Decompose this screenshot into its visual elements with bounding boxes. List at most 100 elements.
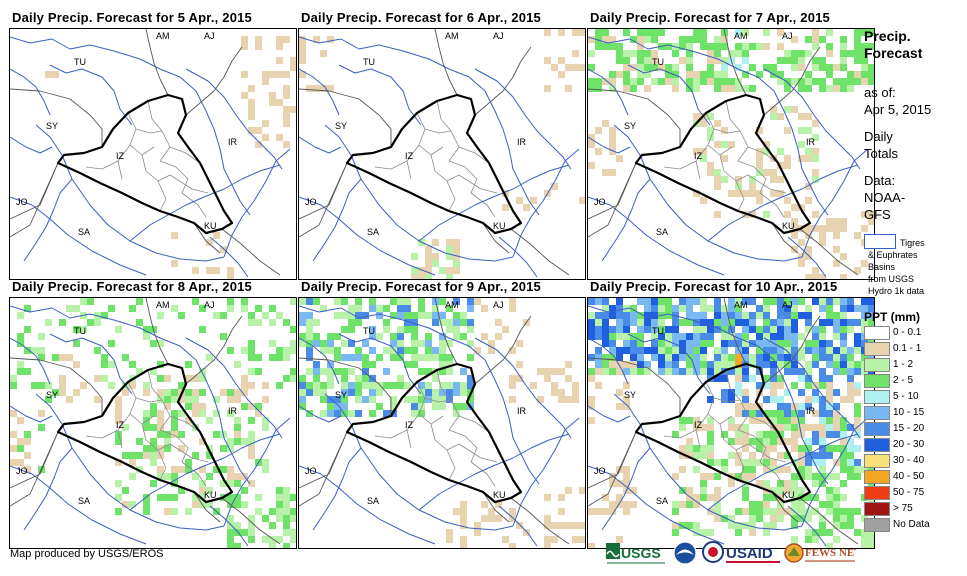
precip-cell (819, 239, 826, 246)
precip-cell (355, 382, 362, 389)
precip-cell (854, 473, 861, 480)
precip-cell (602, 361, 609, 368)
precip-cell (840, 417, 847, 424)
precip-cell (840, 312, 847, 319)
province-boundary (470, 192, 496, 218)
precip-cell (686, 417, 693, 424)
country-code-label: JO (305, 466, 317, 476)
precip-cell (341, 340, 348, 347)
province-boundary (458, 415, 490, 433)
basin-river-line (498, 236, 538, 278)
country-boundary (221, 228, 281, 276)
country-boundary (434, 298, 458, 365)
precip-cell (854, 410, 861, 417)
country-boundary (10, 357, 103, 416)
precip-cell (756, 190, 763, 197)
precip-cell (735, 529, 742, 536)
precip-cell (770, 169, 777, 176)
precip-cell (805, 312, 812, 319)
precip-cell (791, 501, 798, 508)
precip-cell (763, 375, 770, 382)
precip-cell (679, 36, 686, 43)
precip-cell (220, 333, 227, 340)
ppt-class-row: 2 - 5 (864, 374, 964, 388)
basin-river-line (773, 359, 829, 485)
precip-cell (707, 459, 714, 466)
precip-cell (467, 354, 474, 361)
precip-cell (833, 326, 840, 333)
precip-cell (700, 452, 707, 459)
precip-cell (833, 347, 840, 354)
precip-cell (777, 354, 784, 361)
precip-cell (791, 305, 798, 312)
precip-cell (397, 340, 404, 347)
country-code-label: IZ (694, 151, 703, 161)
precip-cell (630, 50, 637, 57)
precip-cell (847, 78, 854, 85)
precip-cell (439, 361, 446, 368)
precip-cell (798, 515, 805, 522)
precip-cell (742, 298, 749, 305)
precip-cell (616, 57, 623, 64)
basin-river-line (195, 90, 251, 216)
precip-cell (255, 141, 262, 148)
precip-cell (784, 368, 791, 375)
precip-cell (833, 298, 840, 305)
precip-cell (565, 375, 572, 382)
precip-cell (59, 389, 66, 396)
precip-cell (686, 64, 693, 71)
precip-cell (241, 71, 248, 78)
precip-cell (283, 375, 290, 382)
basin-river-line (299, 136, 342, 154)
precip-cell (213, 431, 220, 438)
precip-cell (637, 29, 644, 36)
precip-cell (791, 473, 798, 480)
precip-cell (460, 319, 467, 326)
precip-cell (791, 57, 798, 64)
precip-cell (565, 487, 572, 494)
precip-cell (861, 319, 868, 326)
precip-cell (833, 64, 840, 71)
precip-cell (826, 410, 833, 417)
precip-cell (432, 312, 439, 319)
precip-cell (572, 522, 579, 529)
precip-cell (833, 473, 840, 480)
precip-cell (602, 36, 609, 43)
precip-cell (376, 382, 383, 389)
precip-cell (262, 515, 269, 522)
basin-river-line (787, 236, 827, 278)
precip-cell (728, 85, 735, 92)
precip-cell (334, 312, 341, 319)
precip-cell (227, 347, 234, 354)
precip-cell (854, 340, 861, 347)
precip-cell (686, 522, 693, 529)
precip-cell (637, 71, 644, 78)
precip-cell (658, 298, 665, 305)
precip-cell (609, 169, 616, 176)
precip-cell (812, 389, 819, 396)
precip-cell (819, 466, 826, 473)
precip-cell (728, 298, 735, 305)
precip-cell (115, 438, 122, 445)
precip-cell (770, 106, 777, 113)
province-boundary (713, 397, 741, 403)
precip-cell (651, 298, 658, 305)
precip-cell (735, 389, 742, 396)
precip-cell (544, 375, 551, 382)
precip-cell (341, 326, 348, 333)
panel-title: Daily Precip. Forecast for 8 Apr., 2015 (12, 279, 252, 294)
precip-cell (777, 396, 784, 403)
precip-cell (784, 298, 791, 305)
province-boundary (416, 112, 444, 156)
precip-cell (283, 354, 290, 361)
precip-cell (784, 312, 791, 319)
precip-cell (665, 298, 672, 305)
precip-cell (798, 141, 805, 148)
country-code-label: TU (652, 326, 664, 336)
country-code-label: IZ (405, 420, 414, 430)
precip-cell (728, 515, 735, 522)
precip-cell (17, 312, 24, 319)
totals-line: Daily (864, 129, 893, 144)
precip-cell (812, 267, 819, 274)
precip-cell (833, 368, 840, 375)
